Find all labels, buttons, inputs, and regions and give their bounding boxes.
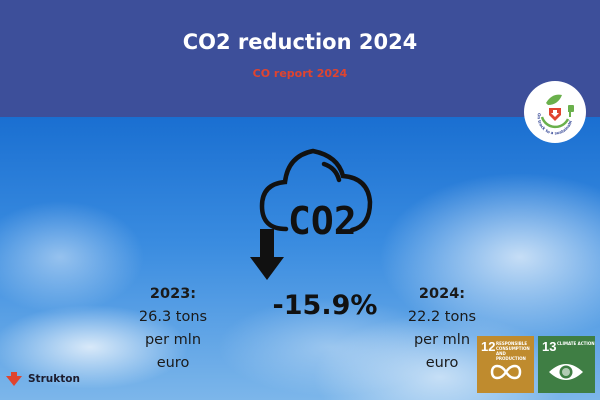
stat-2023-value: 26.3 tons bbox=[138, 309, 208, 325]
stat-2023-unit: per mln bbox=[144, 332, 202, 348]
sdg-13-label: Climate action bbox=[557, 341, 595, 346]
svg-text:On track to a sustainable futu: On track to a sustainable future bbox=[524, 81, 573, 135]
page-title: CO2 reduction 2024 bbox=[182, 30, 418, 54]
infinity-icon bbox=[490, 364, 522, 380]
sdg-13-number: 13 bbox=[542, 339, 557, 354]
sdg-13-tile: 13 Climate action bbox=[538, 336, 595, 393]
page-subtitle: CO report 2024 bbox=[252, 67, 348, 80]
sdg-12-number: 12 bbox=[481, 339, 496, 354]
stat-2023-year: 2023: bbox=[149, 286, 197, 302]
strukton-arrow-icon bbox=[6, 372, 22, 386]
sdg-12-tile: 12 Responsible consumption and productio… bbox=[477, 336, 534, 393]
header-banner: CO2 reduction 2024 CO report 2024 bbox=[0, 0, 600, 117]
sustainability-badge: On track to a sustainable future bbox=[524, 81, 586, 143]
stat-2024: 2024: 22.2 tons per mln euro bbox=[397, 283, 487, 375]
stat-2023: 2023: 26.3 tons per mln euro bbox=[128, 283, 218, 375]
co2-label: CO2 bbox=[288, 199, 357, 243]
eye-globe-icon bbox=[549, 364, 583, 380]
co2-cloud-reduction-icon: CO2 bbox=[250, 148, 373, 280]
stat-2024-value: 22.2 tons bbox=[407, 309, 477, 325]
reduction-percentage: -15.9% bbox=[272, 290, 378, 321]
sdg-12-label: Responsible consumption and production bbox=[496, 341, 530, 361]
strukton-brand: Strukton bbox=[28, 373, 80, 385]
stat-2024-unit-2: euro bbox=[425, 355, 459, 371]
stat-2024-unit: per mln bbox=[413, 332, 471, 348]
stat-2024-year: 2024: bbox=[418, 286, 466, 302]
stat-2023-unit-2: euro bbox=[156, 355, 190, 371]
sustainability-logo-icon: On track to a sustainable future bbox=[524, 81, 574, 135]
strukton-logo: Strukton bbox=[6, 372, 80, 386]
